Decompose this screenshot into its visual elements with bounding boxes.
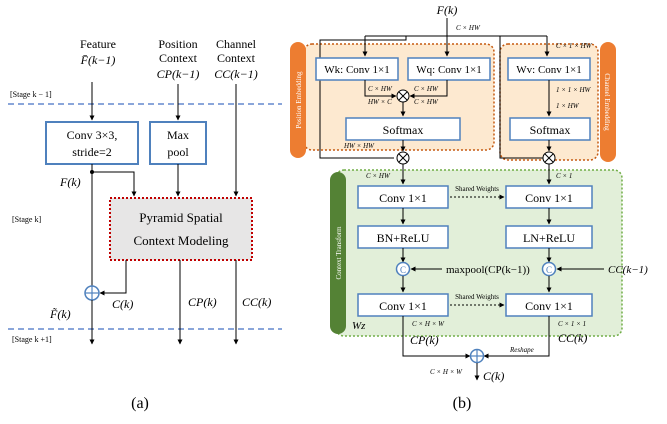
input-position-label-2: Context: [159, 51, 198, 65]
out-f-label: F̃(k): [49, 307, 71, 321]
maxpool-box-line2: pool: [167, 145, 189, 159]
maxpool-box-line1: Max: [167, 128, 189, 142]
dim-c1: C × 1: [556, 172, 572, 180]
softmax-left-label: Softmax: [383, 123, 424, 137]
input-feature-symbol: F̄(k−1): [80, 53, 116, 67]
out-cp-b: CP(k): [410, 333, 439, 347]
wq-box: [407, 57, 491, 81]
wv-label: Wv: Conv 1×1: [516, 64, 581, 76]
arrow-cc-to-add: [483, 316, 550, 359]
pscm-line1: Pyramid Spatial: [139, 210, 223, 225]
input-channel-label-1: Channel: [216, 37, 257, 51]
softmax-right-box: [509, 117, 591, 141]
dim-c-hw-4: C × HW: [366, 172, 391, 180]
dim-hw-hw: HW × HW: [343, 142, 375, 150]
input-symbol: F(k): [436, 3, 458, 17]
f-k-label: F(k): [59, 175, 81, 189]
dim-c-hw-left: C × HW: [368, 85, 393, 93]
conv-box: [45, 121, 139, 165]
pscm-line2: Context Modeling: [134, 233, 229, 248]
softmax-right-label: Softmax: [530, 123, 571, 137]
conv-right-1-label: Conv 1×1: [525, 191, 573, 205]
concat-left-glyph: C: [400, 265, 406, 275]
shared-weights-label-1: Shared Weights: [455, 185, 499, 193]
stage-next-label: [Stage k +1]: [12, 335, 52, 344]
conv-left-1-label: Conv 1×1: [379, 191, 427, 205]
context-transform-tab: [330, 172, 346, 334]
dim-11hw: 1 × 1 × HW: [556, 86, 592, 94]
channel-embedding-tab: [600, 42, 616, 162]
dim-1hw: 1 × HW: [556, 102, 580, 110]
dim-hw-c: HW × C: [367, 98, 392, 106]
context-transform-title: Context Transform: [335, 226, 343, 280]
arrow-ck-to-add: [99, 260, 127, 296]
input-position-symbol: CP(k−1): [157, 67, 200, 81]
position-embedding-title: Position Embedding: [295, 71, 303, 128]
dim-c11hw: C × 1 × HW: [556, 42, 593, 50]
conv-box-line1: Conv 3×3,: [67, 128, 118, 142]
wk-box: [315, 57, 399, 81]
shared-weights-label-2: Shared Weights: [455, 293, 499, 301]
conv-box-line2: stride=2: [72, 145, 111, 159]
bypass-left: [319, 36, 407, 159]
cc-in-label: CC(k−1): [608, 264, 648, 276]
concat-node-right: [541, 261, 557, 277]
concat-node-left: [395, 261, 411, 277]
arrow-cp-to-add: [402, 316, 471, 359]
panel-a: [Stage k − 1] [Stage k] [Stage k +1] Fea…: [8, 37, 282, 412]
wz-label: Wz: [352, 320, 366, 332]
bypass-right: [499, 36, 543, 159]
out-cc-b: CC(k): [558, 331, 587, 345]
out-cp-label: CP(k): [188, 295, 217, 309]
caption-a: (a): [131, 395, 149, 412]
caption-b: (b): [453, 395, 472, 412]
ln-relu-label: LN+ReLU: [523, 231, 575, 245]
input-feature-label: Feature: [80, 37, 116, 51]
channel-embedding-title: Channel Embedding: [603, 73, 611, 131]
input-channel-symbol: CC(k−1): [214, 67, 257, 81]
input-channel-label-2: Context: [217, 51, 256, 65]
arrow-wq-to-mul: [409, 80, 448, 99]
arrow-fk-to-pscm: [92, 171, 137, 197]
reshape-label: Reshape: [509, 346, 534, 354]
panel-b: Position Embedding Channel Embedding Con…: [290, 3, 648, 412]
stage-cur-label: [Stage k]: [12, 215, 41, 224]
pscm-box: [109, 197, 253, 261]
maxpool-label: maxpool(CP(k−1)): [446, 264, 530, 276]
conv-right-2-label: Conv 1×1: [525, 299, 573, 313]
position-embedding-tab: [290, 42, 306, 158]
dim-chw-final: C × H × W: [430, 368, 463, 376]
out-cc-label: CC(k): [242, 295, 271, 309]
dim-top: C × HW: [456, 24, 481, 32]
dim-c-hw-3: C × HW: [414, 98, 439, 106]
maxpool-box: [149, 121, 207, 165]
wq-label: Wq: Conv 1×1: [416, 64, 481, 76]
concat-right-glyph: C: [546, 265, 552, 275]
stage-prev-label: [Stage k − 1]: [10, 90, 52, 99]
conv-left-2-label: Conv 1×1: [379, 299, 427, 313]
input-position-label-1: Position: [158, 37, 197, 51]
out-c-b: C(k): [483, 369, 504, 383]
dim-c-hw-right: C × HW: [414, 85, 439, 93]
dim-c11: C × 1 × 1: [558, 320, 586, 328]
wk-label: Wk: Conv 1×1: [324, 64, 389, 76]
bn-relu-label: BN+ReLU: [377, 231, 430, 245]
c-k-label: C(k): [112, 297, 133, 311]
dim-chw-left: C × H × W: [412, 320, 445, 328]
arrow-wk-to-mul: [364, 80, 397, 99]
